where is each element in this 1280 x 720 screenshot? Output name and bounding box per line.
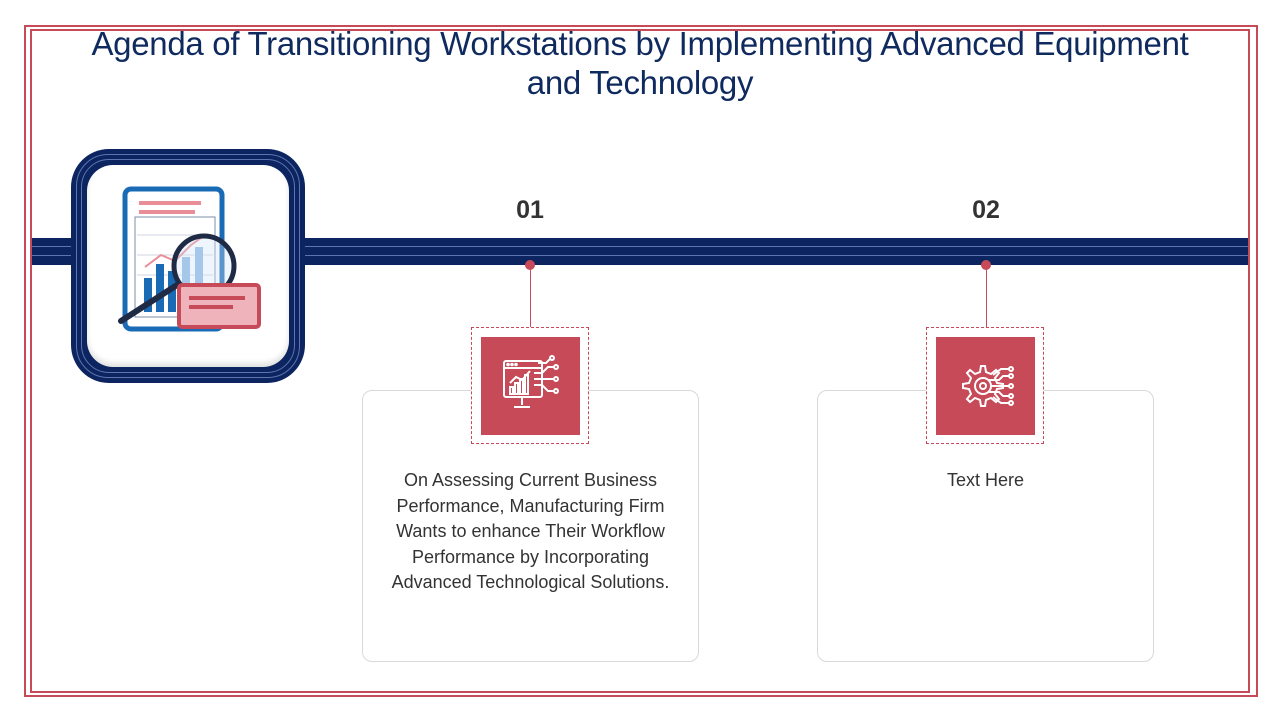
hero-icon-tile — [71, 149, 305, 383]
item-1-icon-frame — [471, 327, 589, 444]
monitor-chart-circuit-icon — [502, 355, 559, 408]
hero-ring-inner — [81, 159, 295, 373]
item-1-connector — [530, 268, 531, 328]
outer-frame — [24, 25, 1258, 697]
item-2-connector — [986, 268, 987, 328]
item-1-text: On Assessing Current Business Performanc… — [391, 470, 670, 593]
item-2-text: Text Here — [946, 470, 1025, 490]
hero-ring-outer — [76, 154, 300, 378]
gear-circuit-icon — [961, 365, 1014, 407]
item-2-number: 02 — [972, 196, 1000, 224]
report-magnifier-icon — [118, 186, 261, 332]
item-1-panel: On Assessing Current Business Performanc… — [362, 390, 699, 662]
item-1-icon-box — [481, 337, 580, 435]
inner-frame — [30, 29, 1250, 693]
page-title: Agenda of Transitioning Workstations by … — [91, 25, 1189, 101]
hero-card — [87, 165, 289, 367]
item-2-icon-box — [936, 337, 1035, 435]
item-1-number: 01 — [516, 196, 544, 224]
item-2-marker — [981, 260, 991, 270]
item-2-icon-frame — [926, 327, 1044, 444]
item-1-marker — [525, 260, 535, 270]
